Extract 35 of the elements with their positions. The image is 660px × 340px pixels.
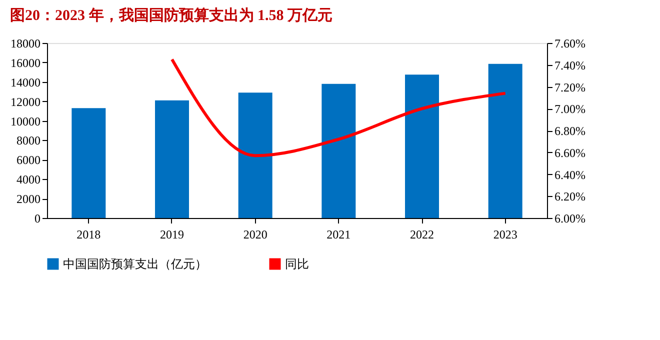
- bar: [488, 64, 522, 218]
- y-tick-label: 14000: [10, 75, 40, 90]
- bar: [72, 108, 106, 218]
- x-tick-label: 2021: [326, 228, 351, 242]
- bar: [405, 74, 439, 218]
- y-tick-label: 12000: [10, 94, 40, 109]
- y-tick-label: 10000: [10, 114, 40, 128]
- x-tick-label: 2022: [410, 228, 434, 242]
- bar: [238, 92, 272, 218]
- legend-label: 同比: [285, 257, 309, 271]
- y2-tick-label: 7.20%: [554, 80, 586, 94]
- x-tick-label: 2019: [160, 228, 184, 242]
- line-series: [170, 58, 507, 158]
- bar: [155, 100, 189, 218]
- x-tick-label: 2018: [76, 228, 101, 242]
- bar: [322, 84, 356, 218]
- y2-tick-label: 7.00%: [554, 102, 586, 116]
- legend-label: 中国国防预算支出（亿元）: [63, 257, 207, 271]
- y2-tick-label: 7.60%: [554, 36, 586, 50]
- y2-tick-label: 7.40%: [554, 58, 586, 72]
- y2-tick-label: 6.60%: [554, 146, 586, 160]
- y-tick-label: 2000: [16, 192, 40, 206]
- y2-tick-label: 6.00%: [554, 212, 586, 226]
- y-tick-label: 18000: [10, 36, 40, 50]
- y-tick-label: 8000: [16, 134, 40, 148]
- y2-tick-label: 6.20%: [554, 190, 586, 204]
- x-tick-label: 2023: [493, 228, 518, 242]
- y-tick-label: 0: [34, 212, 40, 226]
- y-tick-label: 4000: [16, 172, 40, 187]
- y2-tick-label: 6.40%: [554, 168, 586, 182]
- chart-title: 图20：2023 年，我国国防预算支出为 1.58 万亿元: [10, 7, 332, 24]
- y2-tick-label: 6.80%: [554, 124, 586, 138]
- x-tick-label: 2020: [243, 228, 268, 242]
- y-tick-label: 16000: [10, 56, 40, 70]
- y-tick-label: 6000: [16, 153, 40, 168]
